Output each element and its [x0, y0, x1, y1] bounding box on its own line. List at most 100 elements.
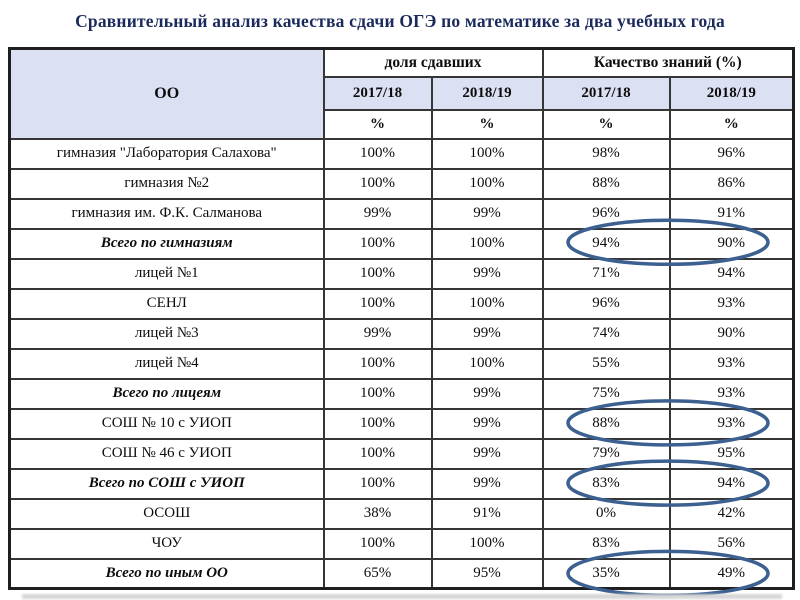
- table-row: гимназия "Лаборатория Салахова" 100% 100% 9…: [8, 137, 795, 170]
- value-cell: 94%: [668, 467, 795, 500]
- header-years-row: 2017/18 2018/19 2017/18 2018/19: [10, 75, 795, 111]
- table-row-total: Всего по гимназиям 100% 100% 94% 90%: [8, 227, 795, 260]
- school-name-cell: гимназия им. Ф.К. Салманова: [8, 197, 325, 230]
- value-cell: 90%: [668, 227, 795, 260]
- value-cell: 83%: [541, 467, 671, 500]
- value-cell: 100%: [322, 377, 433, 410]
- school-name-cell: Всего по лицеям: [8, 377, 325, 410]
- value-cell: 93%: [668, 407, 795, 440]
- value-cell: 100%: [430, 287, 544, 320]
- table-header: ОО доля сдавших Качество знаний (%) 2017…: [8, 47, 795, 140]
- school-name-cell: СЕНЛ: [8, 287, 325, 320]
- header-year: 2017/18: [541, 75, 671, 111]
- value-cell: 79%: [541, 437, 671, 470]
- value-cell: 100%: [322, 137, 433, 170]
- table-row: гимназия им. Ф.К. Салманова 99% 99% 96% 91%: [8, 197, 795, 230]
- value-cell: 42%: [668, 497, 795, 530]
- value-cell: 71%: [541, 257, 671, 290]
- value-cell: 96%: [668, 137, 795, 170]
- page-title: Сравнительный анализ качества сдачи ОГЭ …: [75, 11, 725, 31]
- value-cell: 96%: [541, 197, 671, 230]
- value-cell: 99%: [430, 257, 544, 290]
- value-cell: 88%: [541, 167, 671, 200]
- value-cell: 56%: [668, 527, 795, 560]
- value-cell: 100%: [322, 407, 433, 440]
- school-name-cell: Всего по гимназиям: [8, 227, 325, 260]
- header-oo: ОО: [8, 47, 325, 140]
- table-row: лицей №4 100% 100% 55% 93%: [8, 347, 795, 380]
- table-row: СОШ № 10 с УИОП 100% 99% 88% 93%: [8, 407, 795, 440]
- value-cell: 99%: [430, 437, 544, 470]
- header-unit: %: [541, 108, 671, 140]
- value-cell: 35%: [541, 557, 671, 590]
- value-cell: 98%: [541, 137, 671, 170]
- value-cell: 99%: [430, 317, 544, 350]
- value-cell: 93%: [668, 377, 795, 410]
- value-cell: 90%: [668, 317, 795, 350]
- value-cell: 74%: [541, 317, 671, 350]
- value-cell: 91%: [430, 497, 544, 530]
- school-name-cell: ЧОУ: [8, 527, 325, 560]
- value-cell: 95%: [668, 437, 795, 470]
- value-cell: 100%: [430, 167, 544, 200]
- school-name-cell: лицей №3: [8, 317, 325, 350]
- value-cell: 94%: [668, 257, 795, 290]
- value-cell: 86%: [668, 167, 795, 200]
- value-cell: 100%: [430, 347, 544, 380]
- value-cell: 99%: [430, 467, 544, 500]
- header-year: 2018/19: [668, 75, 795, 111]
- header-year: 2017/18: [322, 75, 433, 111]
- value-cell: 55%: [541, 347, 671, 380]
- school-name-cell: Всего по иным ОО: [8, 557, 325, 590]
- school-name-cell: лицей №1: [8, 257, 325, 290]
- header-unit: %: [668, 108, 795, 140]
- table-row: ЧОУ 100% 100% 83% 56%: [8, 527, 795, 560]
- value-cell: 99%: [322, 197, 433, 230]
- value-cell: 100%: [322, 287, 433, 320]
- value-cell: 38%: [322, 497, 433, 530]
- school-name-cell: Всего по СОШ с УИОП: [8, 467, 325, 500]
- header-unit: %: [322, 108, 433, 140]
- value-cell: 49%: [668, 557, 795, 590]
- value-cell: 93%: [668, 347, 795, 380]
- table-shadow: [22, 594, 782, 599]
- value-cell: 100%: [322, 437, 433, 470]
- table-row-total: Всего по иным ОО 65% 95% 35% 49%: [8, 557, 795, 590]
- table-row: лицей №1 100% 99% 71% 94%: [8, 257, 795, 290]
- table-row: ОСОШ 38% 91% 0% 42%: [8, 497, 795, 530]
- header-group-row: ОО доля сдавших Качество знаний (%): [8, 47, 795, 140]
- value-cell: 100%: [430, 527, 544, 560]
- value-cell: 99%: [430, 197, 544, 230]
- header-unit: %: [430, 108, 544, 140]
- school-name-cell: гимназия "Лаборатория Салахова": [8, 137, 325, 170]
- table-row-total: Всего по СОШ с УИОП 100% 99% 83% 94%: [8, 467, 795, 500]
- table-row: гимназия №2 100% 100% 88% 86%: [8, 167, 795, 200]
- comparison-table: ОО доля сдавших Качество знаний (%) 2017…: [8, 47, 796, 590]
- value-cell: 100%: [322, 257, 433, 290]
- table-body: гимназия "Лаборатория Салахова" 100% 100% 9…: [8, 137, 795, 590]
- results-table: ОО доля сдавших Качество знаний (%) 2017…: [8, 47, 796, 598]
- table-row: лицей №3 99% 99% 74% 90%: [8, 317, 795, 350]
- value-cell: 99%: [322, 317, 433, 350]
- school-name-cell: лицей №4: [8, 347, 325, 380]
- value-cell: 83%: [541, 527, 671, 560]
- value-cell: 100%: [322, 527, 433, 560]
- header-share-passed: доля сдавших: [322, 47, 544, 78]
- value-cell: 100%: [430, 137, 544, 170]
- value-cell: 100%: [322, 467, 433, 500]
- value-cell: 96%: [541, 287, 671, 320]
- value-cell: 93%: [668, 287, 795, 320]
- school-name-cell: СОШ № 10 с УИОП: [8, 407, 325, 440]
- school-name-cell: гимназия №2: [8, 167, 325, 200]
- value-cell: 65%: [322, 557, 433, 590]
- value-cell: 99%: [430, 407, 544, 440]
- header-year: 2018/19: [430, 75, 544, 111]
- value-cell: 0%: [541, 497, 671, 530]
- value-cell: 95%: [430, 557, 544, 590]
- value-cell: 91%: [668, 197, 795, 230]
- value-cell: 100%: [322, 347, 433, 380]
- value-cell: 99%: [430, 377, 544, 410]
- value-cell: 88%: [541, 407, 671, 440]
- value-cell: 100%: [322, 227, 433, 260]
- school-name-cell: ОСОШ: [8, 497, 325, 530]
